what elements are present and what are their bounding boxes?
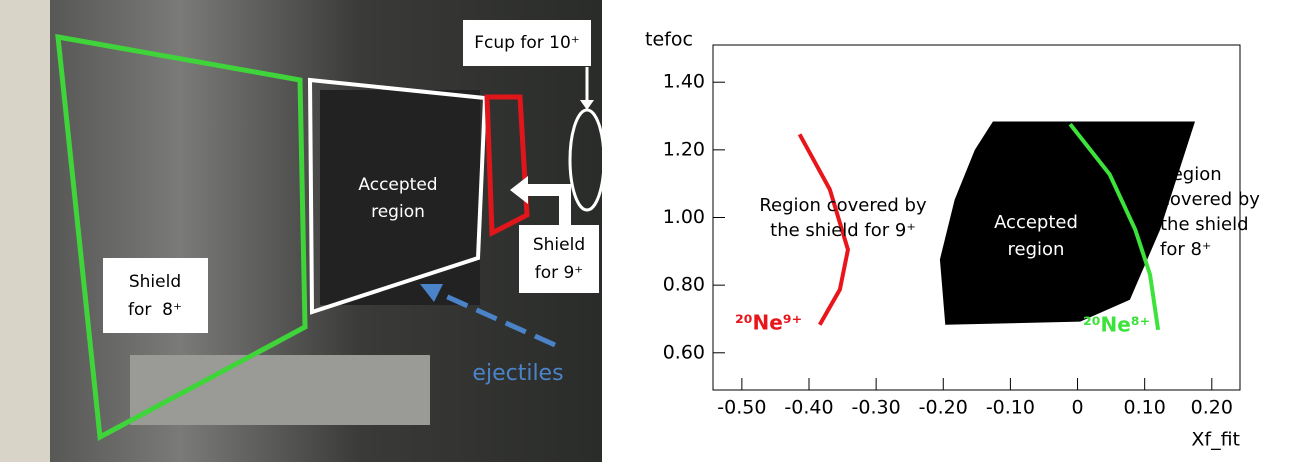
ejectiles-arrow — [430, 287, 557, 348]
shield9-label: for 9⁺ — [535, 263, 584, 283]
shield9-outline — [484, 94, 530, 238]
chart: Xf_fit tefoc -0.50 -0.40 -0.30 -0.20 -0.10 0 0… — [645, 29, 1260, 451]
annotation: ²⁰Ne⁹⁺ — [735, 311, 802, 335]
shield9-arrow — [525, 184, 571, 225]
shield8-label: for 8⁺ — [128, 300, 182, 320]
annotation: Region covered by — [759, 195, 927, 216]
annotation: covered by — [1160, 189, 1260, 210]
shield9-label: Shield — [533, 235, 585, 255]
ejectiles-arrow-head — [420, 284, 443, 302]
annotation: region — [1008, 239, 1065, 260]
shield-curve — [1068, 122, 1161, 331]
mount — [130, 355, 430, 425]
x-tick-label: -0.30 — [852, 397, 901, 419]
fcup-arrow-head — [580, 100, 594, 110]
fcup-box — [463, 20, 591, 66]
y-axis-label: tefoc — [645, 29, 693, 51]
x-tick-label: 0 — [1071, 397, 1083, 419]
annotation: the shield — [1160, 214, 1249, 235]
accepted-region — [939, 121, 1196, 325]
photo: Fcup for 10⁺ Shield for 9⁺ Shield for 8⁺… — [0, 0, 606, 462]
accepted-label: region — [371, 202, 425, 222]
shield9-arrow-head — [510, 176, 528, 204]
annotation: for 8⁺ — [1160, 239, 1211, 260]
annotation: ²⁰Ne⁸⁺ — [1083, 313, 1150, 337]
shield9-box — [519, 225, 599, 293]
accepted-label: Accepted — [358, 175, 437, 195]
x-tick-label: 0.20 — [1191, 397, 1233, 419]
annotation: Region — [1160, 164, 1222, 185]
shield8-box — [103, 258, 208, 333]
x-tick-label: -0.50 — [717, 397, 766, 419]
annotation: the shield for 9⁺ — [770, 220, 916, 241]
frame-strip — [0, 0, 50, 462]
x-tick-label: -0.40 — [784, 397, 833, 419]
ejectiles-label: ejectiles — [472, 361, 563, 386]
annotation: Accepted — [994, 212, 1078, 233]
y-tick-label: 1.20 — [663, 138, 705, 160]
y-tick-label: 0.80 — [663, 274, 705, 296]
foil — [320, 90, 480, 305]
shield-curve — [797, 133, 850, 326]
x-tick-label: -0.20 — [919, 397, 968, 419]
x-tick-label: -0.10 — [986, 397, 1035, 419]
fcup-label: Fcup for 10⁺ — [474, 33, 579, 53]
y-tick-label: 1.00 — [663, 206, 705, 228]
y-tick-label: 0.60 — [663, 341, 705, 363]
x-axis-label: Xf_fit — [1191, 429, 1240, 451]
shield8-outline — [55, 33, 308, 441]
accepted-outline — [307, 77, 488, 315]
x-tick-label: 0.10 — [1124, 397, 1166, 419]
y-tick-label: 1.40 — [663, 71, 705, 93]
shield8-label: Shield — [129, 272, 181, 292]
